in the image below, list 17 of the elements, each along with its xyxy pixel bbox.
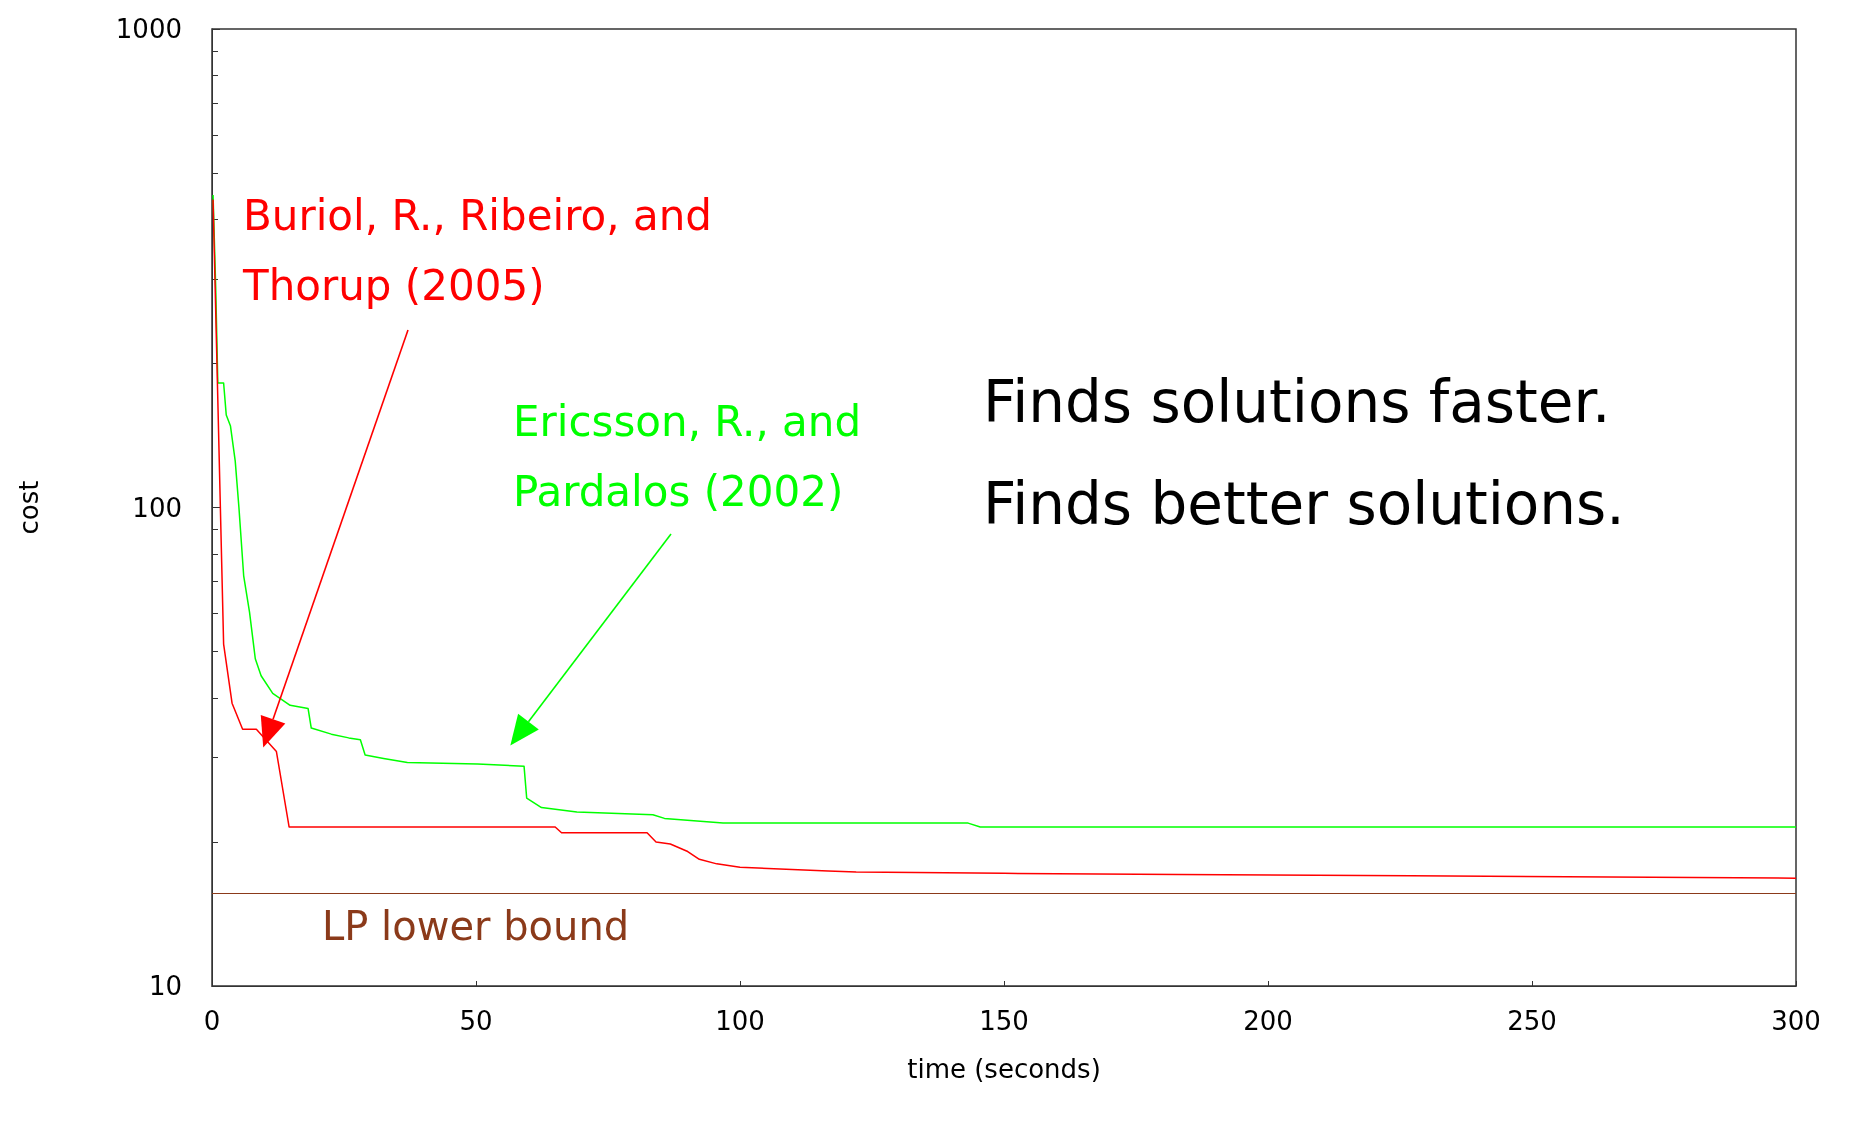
x-tick-label: 150 <box>979 1006 1029 1036</box>
x-axis-title: time (seconds) <box>907 1054 1101 1084</box>
x-tick-label: 300 <box>1771 1006 1821 1036</box>
y-axis-title: cost <box>14 480 44 535</box>
x-tick-label: 200 <box>1243 1006 1293 1036</box>
x-tick-label: 0 <box>203 1006 221 1036</box>
annotation: Finds solutions faster. <box>983 368 1611 436</box>
text: Ericsson, R., and Pardalos (2002) <box>513 396 875 516</box>
x-tick-label: 100 <box>715 1006 765 1036</box>
x-tick-label: 250 <box>1507 1006 1557 1036</box>
x-tick-label: 50 <box>459 1006 493 1036</box>
y-tick-label: 10 <box>148 971 182 1001</box>
ref-line-label: LP lower bound <box>322 902 630 949</box>
annotation: Finds better solutions. <box>983 470 1625 538</box>
series-label: Buriol, R., Ribeiro, and Thorup (2005) <box>242 190 726 310</box>
y-tick-label: 1000 <box>115 14 182 44</box>
y-tick-label: 100 <box>132 492 182 523</box>
